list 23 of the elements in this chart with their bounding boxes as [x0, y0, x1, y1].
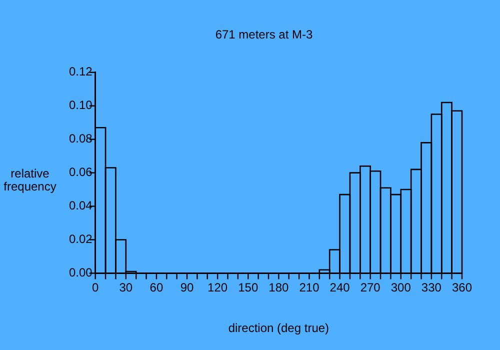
y-tick-label: 0.00	[68, 266, 93, 280]
x-tick-label: 120	[208, 280, 228, 295]
x-tick-label: 360	[452, 280, 472, 295]
x-tick-label: 270	[360, 280, 381, 295]
x-tick-label: 0	[92, 280, 100, 295]
chart-title: 671 meters at M-3	[215, 28, 314, 42]
y-tick-label: 0.04	[68, 198, 93, 213]
x-axis-title: direction (deg true)	[228, 321, 330, 336]
x-tick-label: 210	[299, 280, 320, 295]
x-tick-label: 90	[180, 280, 194, 295]
x-tick-label: 330	[421, 280, 442, 295]
y-tick-label: 0.02	[68, 232, 93, 246]
x-tick-label: 240	[330, 280, 350, 295]
y-tick-label: 0.10	[68, 98, 93, 112]
y-tick-label: 0.06	[68, 165, 93, 180]
x-tick-label: 150	[238, 280, 258, 295]
x-tick-label: 30	[119, 280, 133, 295]
x-tick-label: 180	[268, 280, 290, 295]
x-tick-label: 300	[390, 280, 412, 295]
y-tick-label: 0.08	[68, 132, 93, 146]
x-tick-label: 60	[150, 280, 164, 295]
y-axis-title: relative frequency	[4, 166, 56, 194]
y-tick-label: 0.12	[68, 64, 93, 79]
